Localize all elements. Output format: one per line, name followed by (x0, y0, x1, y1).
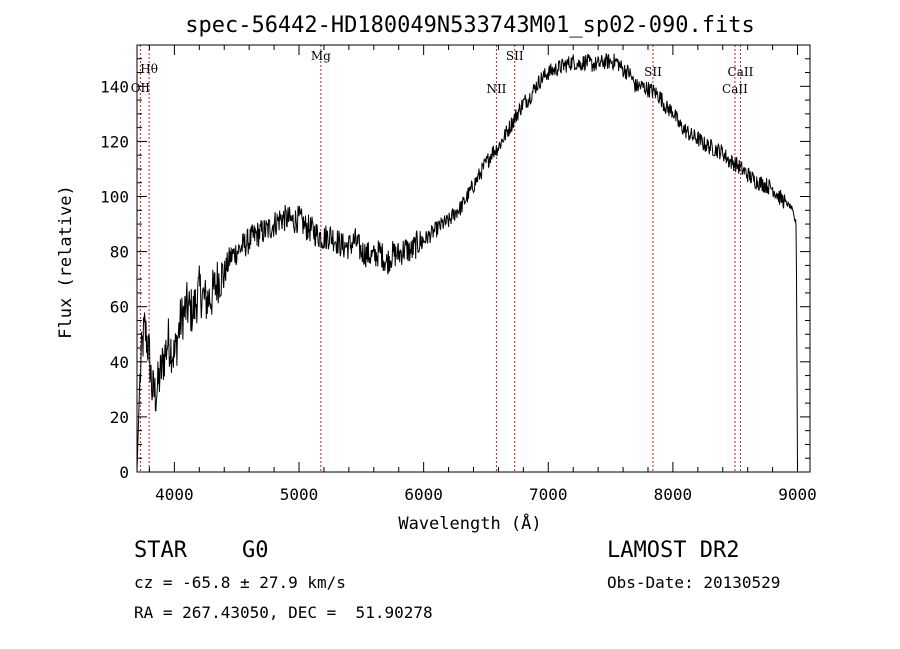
y-axis-ticks: 0 20 40 60 80 100 120 140 (100, 58, 810, 482)
redshift-text: cz = -65.8 ± 27.9 km/s (134, 573, 346, 592)
x-tick-label: 6000 (404, 485, 443, 504)
line-marker-label: SII (506, 49, 524, 63)
x-tick-label: 5000 (280, 485, 319, 504)
y-tick-label: 60 (110, 298, 129, 317)
x-tick-label: 8000 (654, 485, 693, 504)
survey-name: LAMOST DR2 (607, 538, 740, 563)
y-tick-label: 100 (100, 188, 129, 207)
line-marker-label: OII (131, 81, 151, 95)
x-tick-label: 9000 (778, 485, 817, 504)
line-marker-label: Mg (311, 49, 331, 63)
x-axis-label: Wavelength (Å) (398, 512, 541, 534)
y-tick-label: 20 (110, 408, 129, 427)
y-tick-label: 0 (119, 463, 129, 482)
observation-date: Obs-Date: 20130529 (607, 573, 781, 592)
line-marker-label: CaII (722, 82, 748, 96)
line-marker-label: Hθ (140, 62, 158, 76)
x-axis-ticks: 4000 5000 6000 7000 8000 9000 (148, 45, 817, 504)
y-tick-label: 40 (110, 353, 129, 372)
line-marker-label: CaII (728, 65, 754, 79)
x-tick-label: 4000 (155, 485, 194, 504)
y-tick-label: 120 (100, 132, 129, 151)
y-tick-label: 80 (110, 243, 129, 262)
coordinates-text: RA = 267.43050, DEC = 51.90278 (134, 603, 433, 622)
object-class: STAR (134, 538, 187, 563)
y-axis-label: Flux (relative) (56, 185, 76, 339)
chart-title: spec-56442-HD180049N533743M01_sp02-090.f… (185, 13, 755, 38)
spectrum-line (136, 53, 798, 473)
line-marker-label: NII (486, 82, 506, 96)
line-marker-label: SII (644, 65, 662, 79)
spectral-line-markers: Hθ OII Mg NII SII SII CaII CaII (131, 45, 754, 472)
x-tick-label: 7000 (529, 485, 568, 504)
y-tick-label: 140 (100, 77, 129, 96)
plot-frame (136, 44, 811, 473)
object-subclass: G0 (242, 538, 269, 563)
